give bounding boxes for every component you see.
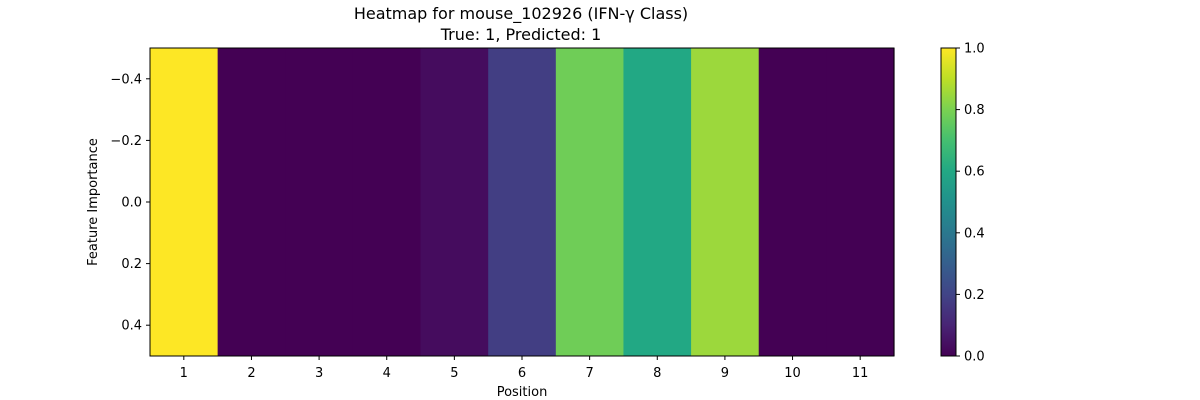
colorbar-tick-label: 1.0 — [964, 42, 985, 57]
x-tick-label: 6 — [518, 366, 526, 381]
y-tick-label: −0.2 — [110, 134, 142, 149]
heatmap-cell — [691, 48, 760, 356]
chart-title: Heatmap for mouse_102926 (IFN-γ Class) — [354, 4, 688, 24]
y-axis-ticks: −0.4 −0.2 0.0 0.2 0.4 — [110, 72, 150, 334]
heatmap-cell — [217, 48, 286, 356]
heatmap-cell — [150, 48, 219, 356]
heatmap-cell — [420, 48, 489, 356]
colorbar-ticks: 0.0 0.2 0.4 0.6 0.8 1.0 — [956, 42, 985, 365]
colorbar-tick-label: 0.0 — [964, 350, 985, 365]
y-tick-label: 0.2 — [121, 257, 142, 272]
colorbar — [940, 47, 957, 357]
y-tick-label: 0.0 — [121, 196, 142, 211]
heatmap-cell — [555, 48, 625, 356]
heatmap-cell — [352, 48, 422, 356]
y-axis-label: Feature Importance — [86, 138, 101, 266]
heatmap-cell — [488, 48, 557, 356]
plot-frame — [149, 47, 895, 357]
chart-subtitle: True: 1, Predicted: 1 — [440, 25, 602, 44]
colorbar-tick-label: 0.6 — [964, 165, 985, 180]
heatmap-cell — [826, 48, 895, 356]
x-axis-label: Position — [497, 385, 548, 400]
heatmap-cell — [758, 48, 827, 356]
heatmap-cell — [285, 48, 354, 356]
x-tick-label: 3 — [315, 366, 323, 381]
x-tick-label: 5 — [450, 366, 458, 381]
colorbar-tick-label: 0.2 — [964, 288, 985, 303]
x-tick-label: 8 — [653, 366, 661, 381]
colorbar-tick-label: 0.8 — [964, 103, 985, 118]
y-tick-label: −0.4 — [110, 72, 142, 87]
colorbar-tick-label: 0.4 — [964, 226, 985, 241]
x-tick-label: 1 — [180, 366, 188, 381]
heatmap-cells — [150, 48, 895, 356]
x-tick-label: 2 — [247, 366, 255, 381]
x-tick-label: 4 — [383, 366, 391, 381]
x-tick-label: 10 — [784, 366, 801, 381]
x-tick-label: 9 — [721, 366, 729, 381]
x-axis-ticks: 1 2 3 4 5 6 7 8 9 10 11 — [180, 356, 869, 381]
x-tick-label: 11 — [852, 366, 869, 381]
y-tick-label: 0.4 — [121, 319, 142, 334]
x-tick-label: 7 — [585, 366, 593, 381]
heatmap-cell — [623, 48, 692, 356]
